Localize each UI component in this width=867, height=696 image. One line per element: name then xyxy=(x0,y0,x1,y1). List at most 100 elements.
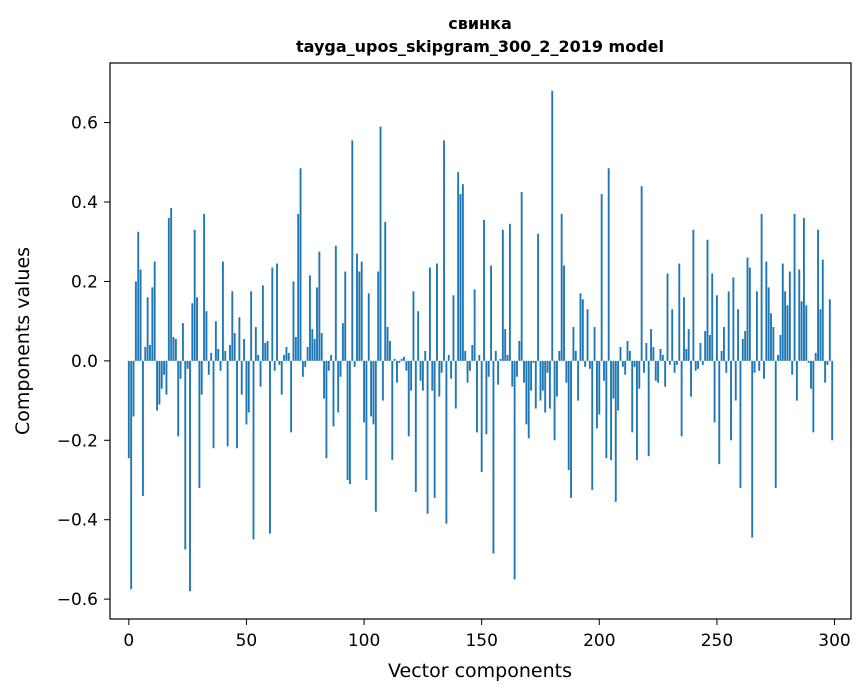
bar xyxy=(412,291,415,361)
bar xyxy=(419,360,422,381)
bar xyxy=(810,360,812,389)
bar xyxy=(337,360,340,413)
bar xyxy=(377,271,380,361)
y-tick-label: 0.4 xyxy=(71,193,98,213)
bar xyxy=(144,346,147,361)
bar xyxy=(770,313,772,361)
bar xyxy=(287,352,290,361)
bar xyxy=(325,360,328,459)
bar xyxy=(556,360,558,397)
bar xyxy=(346,360,349,480)
bar xyxy=(819,309,822,361)
bar xyxy=(680,360,683,437)
bar xyxy=(715,295,718,361)
bar xyxy=(160,360,163,389)
bar xyxy=(457,172,460,361)
bar xyxy=(807,360,810,363)
bar xyxy=(217,348,220,361)
x-tick-label: 150 xyxy=(465,631,497,651)
bar xyxy=(414,360,417,492)
bar xyxy=(718,360,721,465)
bar xyxy=(466,360,469,383)
bar xyxy=(520,192,523,361)
bar xyxy=(490,265,493,361)
bar xyxy=(699,342,702,361)
plot-frame xyxy=(109,62,852,620)
bar xyxy=(741,339,744,361)
bar xyxy=(530,360,533,391)
y-tick-label: 0.2 xyxy=(71,272,98,292)
bar xyxy=(798,269,801,361)
bar xyxy=(671,309,674,361)
bar xyxy=(443,140,445,361)
bar xyxy=(504,329,507,361)
bar xyxy=(805,305,808,361)
bar xyxy=(650,329,652,361)
bar xyxy=(146,297,149,361)
bar xyxy=(480,360,483,473)
bar xyxy=(501,229,504,361)
bar xyxy=(167,217,170,361)
bar xyxy=(476,360,478,433)
bar xyxy=(499,358,502,361)
bar xyxy=(607,168,610,361)
bar xyxy=(678,263,681,361)
bar xyxy=(619,346,622,361)
bar xyxy=(301,360,304,377)
bar xyxy=(353,360,356,367)
bar xyxy=(610,360,612,461)
bars-group xyxy=(127,90,834,592)
bar xyxy=(817,229,820,361)
bar xyxy=(273,360,276,371)
bar xyxy=(720,350,723,361)
bar xyxy=(386,327,389,361)
bar xyxy=(581,299,584,361)
bar xyxy=(643,360,645,373)
bar xyxy=(779,335,782,361)
bar xyxy=(803,217,805,361)
bar xyxy=(280,360,283,395)
bar xyxy=(628,350,631,361)
bar xyxy=(621,360,624,367)
bar xyxy=(732,277,735,361)
bar xyxy=(497,360,500,385)
bar xyxy=(464,350,467,361)
bar xyxy=(330,354,333,361)
bar xyxy=(445,360,448,524)
bar xyxy=(673,360,676,373)
bar xyxy=(800,301,803,361)
x-tick-label: 100 xyxy=(348,631,380,651)
bar xyxy=(579,293,582,361)
bar xyxy=(452,295,455,361)
bar xyxy=(697,360,700,369)
bar xyxy=(772,327,775,361)
bar xyxy=(297,213,300,361)
bar xyxy=(600,194,603,361)
bar xyxy=(487,360,490,377)
bar xyxy=(163,360,166,375)
x-tick-label: 0 xyxy=(123,631,134,651)
bar xyxy=(320,333,323,361)
bar xyxy=(565,360,568,383)
bar xyxy=(692,229,695,361)
bar xyxy=(141,360,144,496)
bar xyxy=(483,219,485,361)
bar xyxy=(172,337,175,361)
bar xyxy=(440,360,443,373)
bar xyxy=(598,360,601,415)
x-axis-label: Vector components xyxy=(388,660,572,682)
bar xyxy=(758,360,761,371)
bar xyxy=(365,360,368,480)
bar xyxy=(652,346,655,361)
bar xyxy=(624,360,627,375)
bar xyxy=(647,360,650,457)
x-tick-label: 300 xyxy=(818,631,850,651)
bar xyxy=(567,360,570,471)
bar xyxy=(570,360,573,498)
bar xyxy=(341,323,344,361)
bar xyxy=(713,360,716,423)
bar xyxy=(236,360,238,449)
bar xyxy=(381,360,384,401)
bar xyxy=(577,360,580,401)
bar xyxy=(428,267,431,361)
